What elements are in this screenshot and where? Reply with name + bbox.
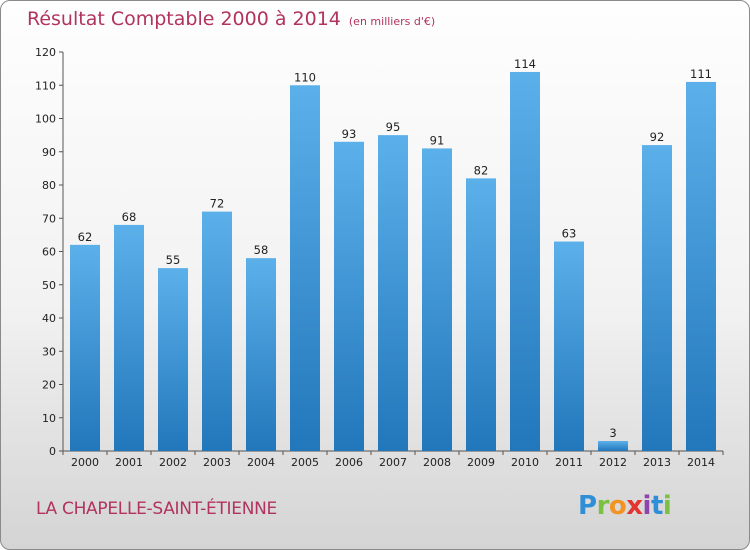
commune-name: LA CHAPELLE-SAINT-ÉTIENNE xyxy=(36,499,277,519)
data-label: 91 xyxy=(430,133,445,147)
x-tick-label: 2011 xyxy=(555,456,583,469)
data-label: 63 xyxy=(562,227,577,241)
data-label: 55 xyxy=(166,253,181,267)
bar xyxy=(246,258,276,451)
chart-title: Résultat Comptable 2000 à 2014 (en millie… xyxy=(27,8,435,30)
bar xyxy=(334,141,364,451)
data-label: 93 xyxy=(342,127,357,141)
bar xyxy=(378,135,408,451)
y-tick-label: 40 xyxy=(42,312,56,325)
x-tick-label: 2008 xyxy=(423,456,451,469)
chart-title-text: Résultat Comptable 2000 à 2014 xyxy=(27,8,341,30)
x-tick-label: 2014 xyxy=(687,456,715,469)
y-tick-label: 0 xyxy=(49,445,56,458)
y-tick-label: 70 xyxy=(42,212,56,225)
data-label: 72 xyxy=(210,197,225,211)
logo-letter: i xyxy=(642,491,652,521)
bar xyxy=(642,145,672,451)
chart-bars xyxy=(70,71,716,452)
data-label: 62 xyxy=(78,230,93,244)
data-label: 110 xyxy=(294,70,316,84)
y-tick-label: 10 xyxy=(42,412,56,425)
logo-letter: x xyxy=(626,491,643,521)
bar xyxy=(466,178,496,451)
y-tick-label: 120 xyxy=(35,46,56,59)
x-tick-label: 2013 xyxy=(643,456,671,469)
bar xyxy=(422,148,452,452)
bar xyxy=(70,244,100,451)
data-label: 92 xyxy=(650,130,665,144)
bar xyxy=(510,71,540,451)
data-label: 82 xyxy=(474,163,489,177)
x-tick-label: 2007 xyxy=(379,456,407,469)
data-label: 114 xyxy=(514,57,536,71)
bar xyxy=(158,268,188,451)
logo-letter: r xyxy=(596,491,610,521)
y-tick-label: 110 xyxy=(35,79,56,92)
data-label: 95 xyxy=(386,120,401,134)
data-label: 58 xyxy=(254,243,269,257)
y-tick-label: 60 xyxy=(42,246,56,259)
y-tick-label: 30 xyxy=(42,345,56,358)
x-tick-label: 2000 xyxy=(71,456,99,469)
proxiti-logo: Proxiti xyxy=(578,491,672,521)
data-label: 111 xyxy=(690,67,712,81)
x-tick-label: 2006 xyxy=(335,456,363,469)
bar xyxy=(202,211,232,451)
x-tick-label: 2010 xyxy=(511,456,539,469)
bar xyxy=(686,81,716,452)
y-tick-label: 80 xyxy=(42,179,56,192)
x-tick-label: 2002 xyxy=(159,456,187,469)
bar xyxy=(554,241,584,451)
chart-labels: 2000 62 2001 68 2002 55 2003 72 2004 58 2005 110 200… xyxy=(71,57,715,469)
logo-letter: t xyxy=(650,491,663,521)
data-label: 3 xyxy=(609,426,616,440)
x-tick-label: 2012 xyxy=(599,456,627,469)
data-label: 68 xyxy=(122,210,137,224)
bar xyxy=(598,441,628,451)
x-tick-label: 2009 xyxy=(467,456,495,469)
y-tick-label: 50 xyxy=(42,279,56,292)
x-tick-label: 2001 xyxy=(115,456,143,469)
bar xyxy=(114,224,144,451)
y-tick-label: 90 xyxy=(42,146,56,159)
logo-letter: o xyxy=(608,491,627,521)
logo-letter: P xyxy=(578,491,597,521)
y-tick-label: 20 xyxy=(42,379,56,392)
bar xyxy=(290,85,320,451)
x-tick-label: 2003 xyxy=(203,456,231,469)
x-tick-label: 2005 xyxy=(291,456,319,469)
logo-letter: i xyxy=(662,491,672,521)
chart-subtitle: (en milliers d'€) xyxy=(348,15,436,28)
y-tick-label: 100 xyxy=(35,113,56,126)
x-tick-label: 2004 xyxy=(247,456,275,469)
